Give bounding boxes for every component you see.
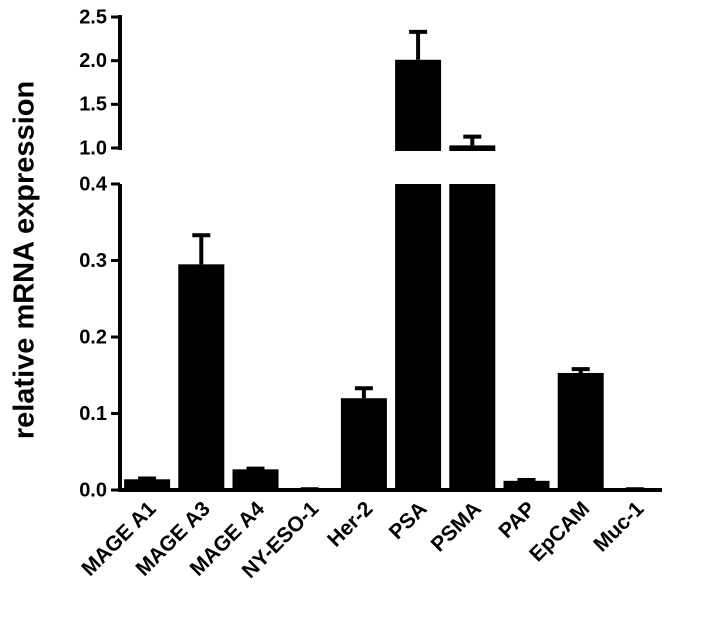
error-bar [571, 367, 590, 373]
error-bar [517, 478, 536, 483]
x-tick-label: Her-2 [323, 497, 377, 551]
error-bar [409, 29, 428, 60]
x-tick-label: Muc-1 [589, 497, 648, 556]
y-tick-label: 0.3 [79, 250, 107, 272]
x-tick-label: EpCAM [525, 497, 594, 566]
x-tick-label: PSMA [427, 497, 486, 556]
y-axis-label: relative mRNA expression [9, 81, 41, 439]
error-bar [192, 233, 211, 265]
y-tick-label: 1.5 [79, 94, 107, 116]
axis-break-gap [448, 151, 497, 184]
bar [557, 372, 604, 490]
y-tick-label: 0.2 [79, 326, 107, 348]
bar [395, 59, 442, 490]
error-bar [354, 386, 373, 399]
y-tick-label: 0.1 [79, 403, 107, 425]
error-bar [246, 466, 265, 471]
error-bar [138, 476, 157, 481]
x-tick-label: PAP [494, 497, 540, 543]
axis-break-gap [394, 151, 443, 184]
bar [503, 480, 550, 490]
y-tick-label: 0.0 [79, 479, 107, 501]
y-tick-label: 1.0 [79, 137, 107, 159]
y-tick-label: 2.5 [79, 6, 107, 28]
x-tick-label: PSA [385, 497, 432, 544]
y-tick-label: 0.4 [79, 173, 108, 195]
bar [178, 264, 225, 490]
bar [124, 479, 171, 490]
bar [449, 145, 496, 490]
y-tick-label: 2.0 [79, 50, 107, 72]
bar [340, 398, 387, 490]
bar [232, 469, 279, 490]
error-bar [463, 134, 482, 146]
